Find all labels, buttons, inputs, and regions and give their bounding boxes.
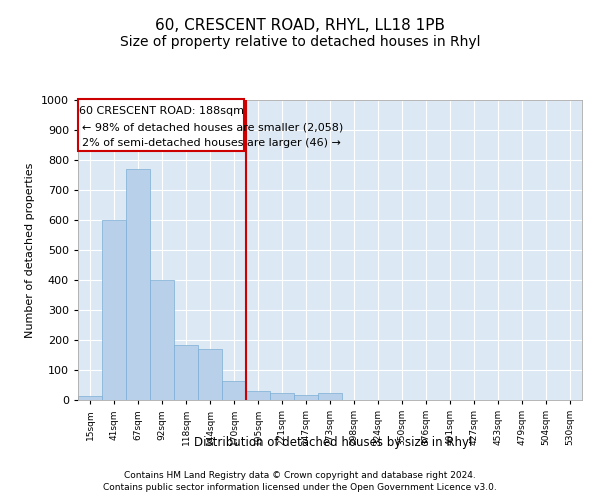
- Text: 2% of semi-detached houses are larger (46) →: 2% of semi-detached houses are larger (4…: [82, 138, 341, 147]
- Bar: [174, 344, 198, 400]
- Bar: [150, 280, 174, 400]
- Text: 60 CRESCENT ROAD: 188sqm: 60 CRESCENT ROAD: 188sqm: [79, 106, 244, 116]
- Bar: [294, 394, 318, 400]
- Y-axis label: Number of detached properties: Number of detached properties: [25, 162, 35, 338]
- Text: ← 98% of detached houses are smaller (2,058): ← 98% of detached houses are smaller (2,…: [82, 122, 343, 132]
- Bar: [78, 396, 102, 400]
- Bar: [79, 98, 244, 151]
- Bar: [270, 394, 294, 400]
- Text: 60, CRESCENT ROAD, RHYL, LL18 1PB: 60, CRESCENT ROAD, RHYL, LL18 1PB: [155, 18, 445, 32]
- Bar: [246, 391, 270, 400]
- Text: Contains public sector information licensed under the Open Government Licence v3: Contains public sector information licen…: [103, 484, 497, 492]
- Bar: [318, 394, 342, 400]
- Text: Distribution of detached houses by size in Rhyl: Distribution of detached houses by size …: [194, 436, 472, 449]
- Bar: [102, 220, 126, 400]
- Bar: [222, 380, 246, 400]
- Text: Size of property relative to detached houses in Rhyl: Size of property relative to detached ho…: [120, 35, 480, 49]
- Text: Contains HM Land Registry data © Crown copyright and database right 2024.: Contains HM Land Registry data © Crown c…: [124, 471, 476, 480]
- Bar: [126, 169, 150, 400]
- Bar: [198, 349, 222, 400]
